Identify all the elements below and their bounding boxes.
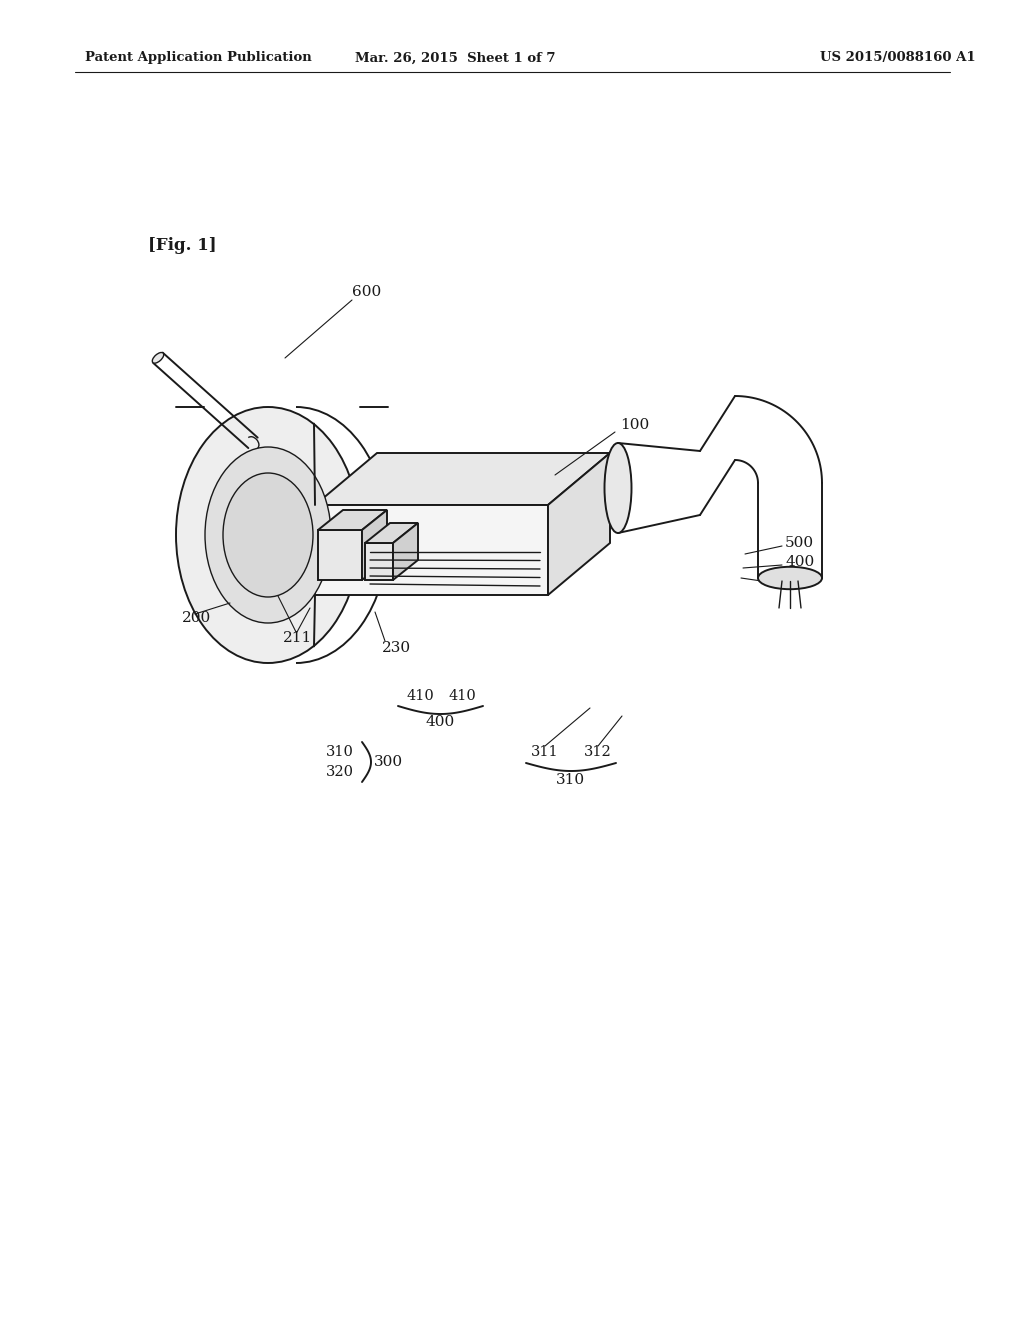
- Polygon shape: [315, 453, 610, 506]
- Text: 230: 230: [382, 642, 411, 655]
- Ellipse shape: [205, 447, 331, 623]
- Text: 310: 310: [326, 744, 354, 759]
- Text: [Fig. 1]: [Fig. 1]: [148, 236, 217, 253]
- Text: Patent Application Publication: Patent Application Publication: [85, 51, 311, 65]
- Ellipse shape: [176, 407, 360, 663]
- Text: 320: 320: [326, 766, 354, 779]
- Ellipse shape: [153, 352, 164, 363]
- Text: 500: 500: [785, 536, 814, 550]
- Text: 310: 310: [555, 774, 585, 787]
- Text: 400: 400: [785, 554, 814, 569]
- Text: 311: 311: [531, 744, 559, 759]
- Polygon shape: [318, 531, 362, 579]
- Text: Mar. 26, 2015  Sheet 1 of 7: Mar. 26, 2015 Sheet 1 of 7: [354, 51, 555, 65]
- Text: 320: 320: [785, 574, 814, 587]
- Text: 211: 211: [283, 631, 312, 645]
- Text: 410: 410: [449, 689, 476, 704]
- Text: 100: 100: [620, 418, 649, 432]
- Text: 410: 410: [407, 689, 434, 704]
- Ellipse shape: [604, 444, 632, 533]
- Polygon shape: [365, 523, 418, 543]
- Text: 312: 312: [584, 744, 612, 759]
- Text: 600: 600: [352, 285, 381, 300]
- Ellipse shape: [223, 473, 313, 597]
- Polygon shape: [393, 523, 418, 579]
- Text: 200: 200: [182, 611, 211, 624]
- Polygon shape: [362, 510, 387, 579]
- Polygon shape: [365, 543, 393, 579]
- Ellipse shape: [758, 566, 822, 589]
- Text: 400: 400: [425, 715, 455, 729]
- Text: US 2015/0088160 A1: US 2015/0088160 A1: [820, 51, 976, 65]
- Polygon shape: [315, 506, 548, 595]
- Text: 300: 300: [374, 755, 402, 770]
- Polygon shape: [548, 453, 610, 595]
- Polygon shape: [318, 510, 387, 531]
